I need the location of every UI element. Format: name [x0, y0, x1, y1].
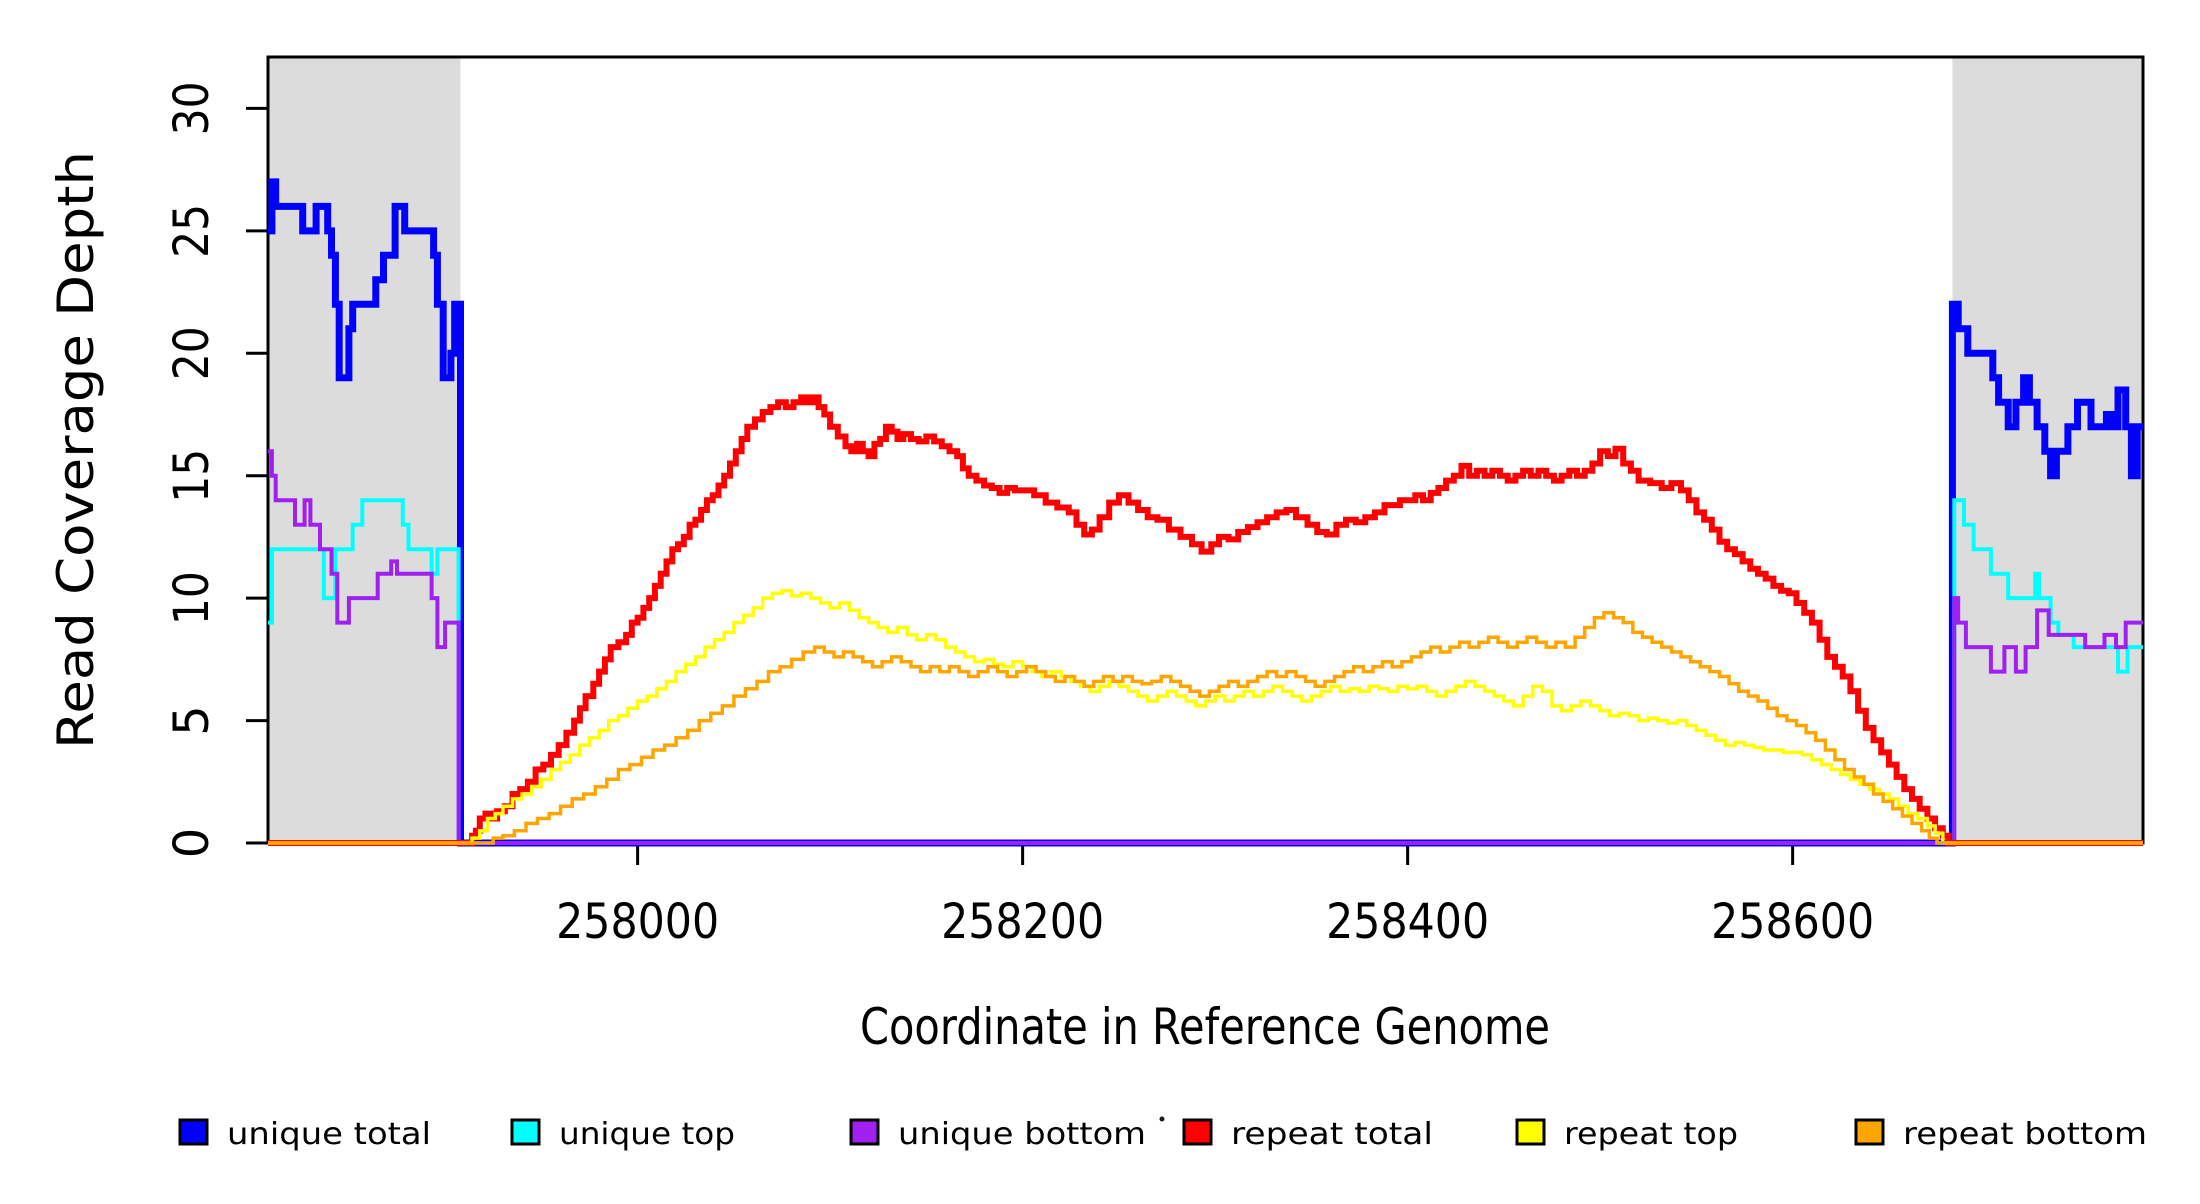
y-tick-label: 10	[164, 571, 220, 625]
y-tick-label: 0	[164, 828, 220, 859]
y-tick-label: 20	[164, 326, 220, 380]
series-line-unique-top	[268, 498, 2143, 845]
plot-box	[266, 55, 2145, 845]
y-tick-label: 5	[164, 705, 220, 736]
legend-swatch-repeat-bottom	[1854, 1118, 1885, 1146]
y-axis-label: Read Coverage Depth	[47, 151, 105, 749]
x-tick-label: 258400	[1326, 894, 1489, 950]
series-line-unique-bottom	[268, 449, 2143, 845]
legend-label-unique-total: unique total	[227, 1117, 431, 1152]
x-tick-label: 258600	[1711, 894, 1874, 950]
y-tick-label: 25	[164, 204, 220, 258]
x-tick-label: 258000	[556, 894, 719, 950]
x-axis-label: Coordinate in Reference Genome	[860, 998, 1550, 1056]
legend-label-repeat-top: repeat top	[1564, 1117, 1738, 1152]
y-tick-label: 30	[164, 81, 220, 135]
series-line-unique-total	[268, 178, 2143, 847]
x-tick-label: 258200	[941, 894, 1104, 950]
legend-swatch-unique-bottom	[849, 1118, 880, 1146]
legend-label-unique-top: unique top	[559, 1117, 735, 1152]
legend-label-unique-bottom: unique bottom	[898, 1117, 1146, 1152]
series-line-repeat-top	[268, 589, 2143, 845]
stray-dot	[1159, 1116, 1165, 1122]
legend-swatch-repeat-top	[1515, 1118, 1546, 1146]
legend-swatch-unique-total	[178, 1118, 209, 1146]
series-line-repeat-total	[268, 394, 2143, 846]
y-tick-label: 15	[164, 449, 220, 503]
legend-swatch-unique-top	[510, 1118, 541, 1146]
legend-swatch-repeat-total	[1182, 1118, 1213, 1146]
legend-label-repeat-total: repeat total	[1231, 1117, 1433, 1152]
shaded-region-left	[268, 57, 461, 843]
series-line-repeat-bottom	[268, 611, 2143, 845]
legend-label-repeat-bottom: repeat bottom	[1903, 1117, 2147, 1152]
